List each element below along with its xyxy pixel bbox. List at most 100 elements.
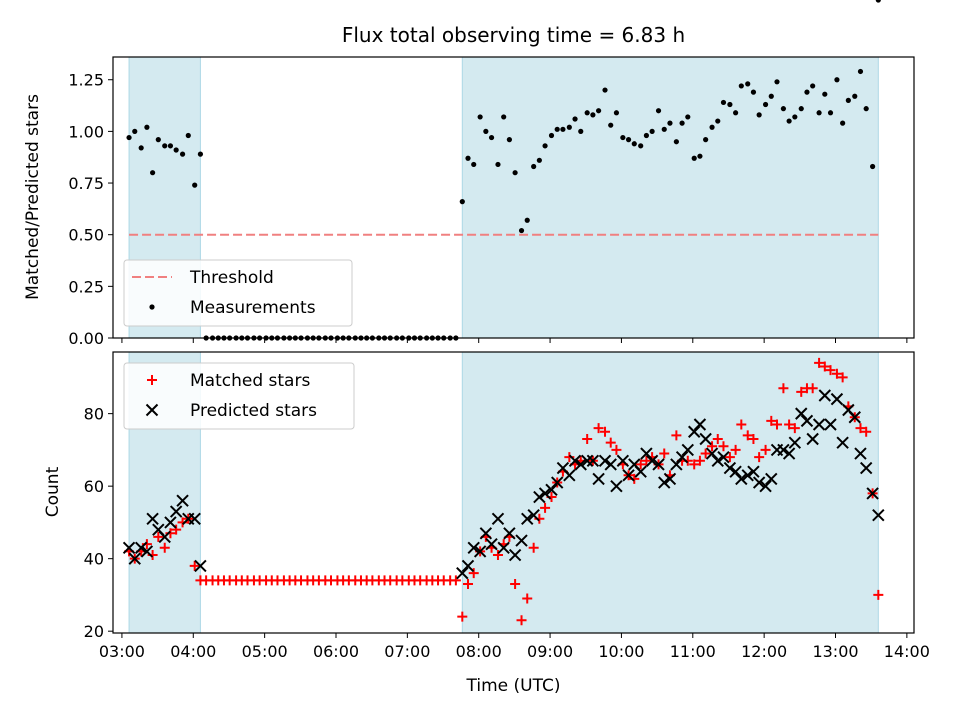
measurement-point [762,101,769,108]
predicted-star-point [652,458,665,471]
x-tick-label: 14:00 [884,642,930,661]
predicted-star-point [473,545,487,558]
predicted-star-point [795,407,808,420]
predicted-star-point [485,537,498,551]
y-tick-label: 0.00 [68,329,104,348]
predicted-star-point [508,548,522,562]
y-tick-label: 60 [84,477,104,496]
y-tick-label: 20 [84,622,104,641]
matched-star-point [605,437,616,448]
predicted-star-point [580,454,594,467]
legend-measurement-swatch [149,304,155,310]
measurement-point [792,114,798,120]
matched-star-point [641,455,652,466]
x-tick-label: 05:00 [242,642,288,661]
measurement-point [595,108,602,114]
x-tick-label: 09:00 [527,642,573,661]
measurement-point [655,108,662,114]
predicted-star-point [759,479,772,493]
predicted-star-point [836,436,849,449]
y-tick-label: 0.50 [68,226,104,245]
matched-star-point [153,531,164,542]
predicted-star-point [568,454,582,467]
matched-star-point [807,383,818,394]
measurement-point [572,116,578,122]
x-tick-label: 12:00 [741,642,787,661]
predicted-star-point [670,458,683,471]
measurement-point [709,124,715,130]
measurement-point [488,134,495,141]
measurement-point [566,124,572,130]
predicted-star-point [158,530,171,544]
predicted-star-point [188,512,201,525]
measurement-point [631,141,637,147]
measurement-point [560,126,566,132]
predicted-star-point [752,476,766,489]
measurement-point [863,106,869,112]
ratio-panel: 0.00 0.25 0.50 0.75 1.00 1.25 Threshold Measure… [68,0,915,348]
matched-star-point [450,575,461,586]
predicted-star-point [658,476,671,489]
matched-star-point [712,434,723,445]
legend-label: Matched stars [190,371,310,391]
predicted-star-point [663,472,677,486]
measurement-point [179,151,186,157]
observing-window [461,351,879,634]
matched-star-point [778,383,789,394]
predicted-star-point [693,418,707,431]
matched-star-point [611,444,622,455]
measurement-point [554,126,560,132]
predicted-star-point [723,461,737,475]
measurement-point [667,120,673,126]
predicted-star-point [456,566,469,580]
measurement-point [185,132,191,139]
measurement-point [162,143,168,149]
predicted-star-point [146,512,159,525]
measurement-point [548,132,555,139]
measurement-point [816,110,822,116]
measurement-point [138,145,144,151]
measurement-point [827,110,834,116]
matched-star-point [516,615,527,626]
legend-label: Predicted stars [190,401,317,421]
predicted-star-point [634,465,647,478]
predicted-star-point [830,392,844,406]
measurement-point [590,112,596,118]
predicted-star-point [688,425,701,438]
measurement-point [643,132,650,139]
y-tick-label: 1.00 [68,122,104,141]
matched-star-point [463,579,474,590]
predicted-star-point [574,458,587,471]
measurement-point [673,139,679,145]
predicted-star-point [622,469,635,482]
measurement-point [465,155,471,161]
predicted-star-point [735,472,748,486]
predicted-star-point [122,541,136,555]
predicted-star-point [699,432,712,446]
x-tick-label: 07:00 [384,642,430,661]
measurement-point [857,68,864,75]
predicted-star-point [777,443,790,457]
matched-star-point [171,524,182,535]
measurement-point [197,151,204,157]
matched-star-point [700,448,711,459]
predicted-star-point [854,447,867,460]
predicted-star-point [194,559,207,573]
predicted-star-point [563,469,576,482]
matched-star-point [492,550,503,561]
predicted-star-point [782,447,796,460]
measurement-point [613,110,620,116]
matched-star-point [540,502,551,513]
matched-star-point [457,611,468,622]
measurement-point [126,134,132,141]
matched-star-point [707,441,718,452]
chart-title: Flux total observing time = 6.83 h [342,23,685,47]
measurement-point [495,161,501,168]
predicted-star-point [800,414,814,428]
predicted-star-point [765,472,778,486]
predicted-star-point [729,465,742,478]
measurement-point [840,120,846,126]
predicted-star-point [586,454,600,467]
measurement-point [638,143,644,149]
legend: Threshold Measurements [123,259,353,327]
